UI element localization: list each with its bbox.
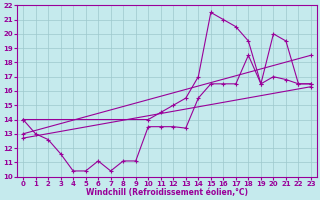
X-axis label: Windchill (Refroidissement éolien,°C): Windchill (Refroidissement éolien,°C) — [86, 188, 248, 197]
